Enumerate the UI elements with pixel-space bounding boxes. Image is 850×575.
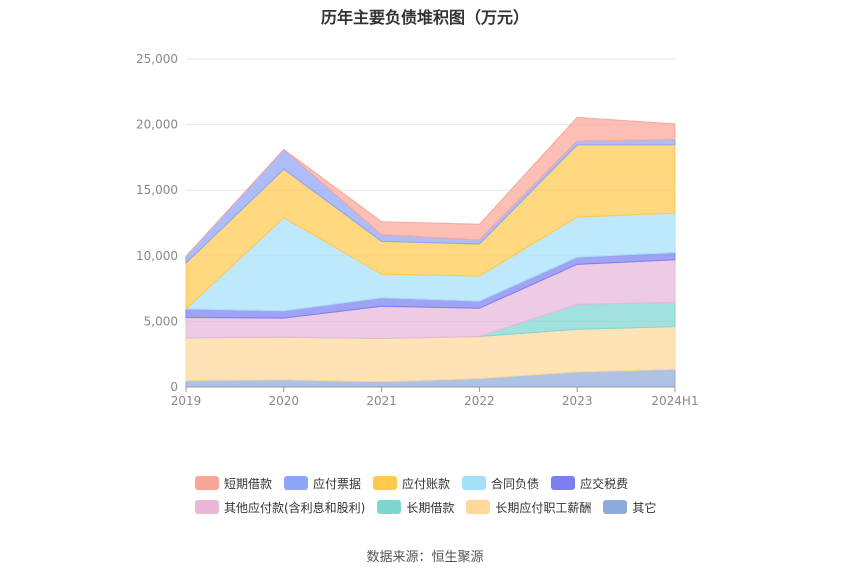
area-短期借款: [185, 116, 676, 257]
x-tick-label: 2019: [171, 394, 202, 408]
legend-item[interactable]: 短期借款: [195, 475, 272, 492]
x-tick-label: 2024H1: [651, 394, 698, 408]
legend-swatch: [284, 476, 309, 490]
legend-swatch: [377, 500, 402, 514]
y-tick-label: 10,000: [136, 249, 178, 263]
axes: 0 5,000 10,000 15,000 20,000 25,000 2019 2020 20…: [136, 52, 699, 408]
legend-row: 其他应付款(含利息和股利) 长期借款 长期应付职工薪酬 其它: [195, 495, 715, 519]
legend-item[interactable]: 应交税费: [551, 475, 628, 492]
legend-item[interactable]: 应付票据: [284, 475, 361, 492]
y-tick-label: 20,000: [136, 118, 178, 132]
x-tick-label: 2021: [366, 394, 397, 408]
legend-swatch: [195, 476, 219, 490]
legend-label: 其他应付款(含利息和股利): [224, 500, 366, 515]
y-tick-label: 25,000: [136, 52, 178, 66]
area-series: [184, 116, 676, 388]
legend-swatch: [373, 476, 398, 490]
legend-swatch: [551, 476, 576, 490]
legend-swatch: [462, 476, 487, 490]
legend-label: 合同负债: [491, 476, 540, 491]
y-tick-label: 0: [170, 380, 178, 394]
legend-swatch: [603, 500, 628, 514]
y-tick-label: 5,000: [144, 314, 178, 328]
legend: 短期借款 应付票据 应付账款 合同负债 应交税费其他应付款(含利息和股利) 长期借款 长期应…: [195, 471, 715, 519]
legend-label: 长期应付职工薪酬: [495, 500, 592, 515]
legend-item[interactable]: 其它: [603, 499, 656, 516]
legend-label: 应付票据: [313, 476, 362, 491]
legend-item[interactable]: 应付账款: [373, 475, 450, 492]
legend-row: 短期借款 应付票据 应付账款 合同负债 应交税费: [195, 471, 715, 495]
legend-label: 短期借款: [224, 476, 273, 491]
legend-label: 应付账款: [402, 476, 451, 491]
legend-label: 应交税费: [580, 476, 629, 491]
legend-swatch: [195, 500, 219, 514]
legend-item[interactable]: 长期应付职工薪酬: [466, 499, 591, 516]
data-source: 数据来源：恒生聚源: [366, 550, 484, 565]
x-tick-label: 2023: [562, 394, 593, 408]
chart-title: 历年主要负债堆积图（万元）: [320, 8, 529, 27]
legend-swatch: [466, 500, 491, 514]
x-tick-label: 2020: [269, 394, 300, 408]
legend-item[interactable]: 长期借款: [377, 499, 454, 516]
legend-label: 长期借款: [406, 500, 455, 515]
legend-label: 其它: [632, 500, 657, 515]
legend-item[interactable]: 其他应付款(含利息和股利): [195, 499, 365, 516]
y-tick-label: 15,000: [136, 183, 178, 197]
x-tick-label: 2022: [464, 394, 495, 408]
legend-item[interactable]: 合同负债: [462, 475, 539, 492]
